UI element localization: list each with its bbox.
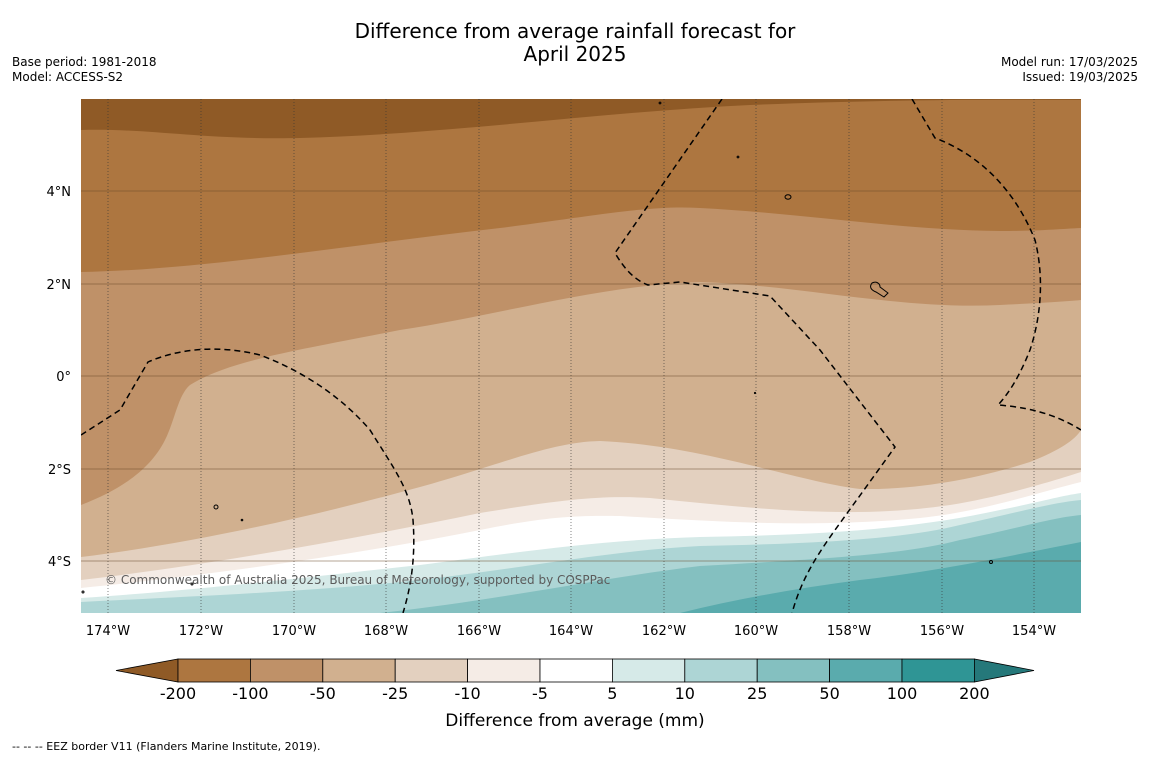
eez-borders <box>81 99 1081 613</box>
colorbar-segment <box>539 658 613 683</box>
title-line-2: April 2025 <box>523 42 627 66</box>
colorbar-high-arrow <box>974 658 1035 683</box>
colorbar-segment <box>467 658 541 683</box>
colorbar-label: 10 <box>675 684 695 703</box>
parallels <box>81 190 1081 562</box>
lon-tick-label: 172°W <box>179 624 223 639</box>
colorbar-label: 25 <box>747 684 767 703</box>
issued-date: Issued: 19/03/2025 <box>1022 70 1138 84</box>
copyright-text: © Commonwealth of Australia 2025, Bureau… <box>105 573 610 587</box>
map-title: Difference from average rainfall forecas… <box>0 20 1150 66</box>
model-name: Model: ACCESS-S2 <box>12 70 124 84</box>
colorbar-title: Difference from average (mm) <box>445 711 704 731</box>
colorbar-segment <box>756 658 831 683</box>
colorbar-label: 50 <box>819 684 839 703</box>
colorbar-label: 100 <box>887 684 918 703</box>
eez-legend-note: -- -- -- EEZ border V11 (Flanders Marine… <box>12 740 321 753</box>
colorbar-low-arrow <box>115 658 179 683</box>
lat-tick-label: 2°S <box>48 463 71 478</box>
colorbar-label: -25 <box>382 684 408 703</box>
lon-tick-label: 174°W <box>86 624 130 639</box>
colorbar-segment <box>322 658 396 683</box>
colorbar-label: -50 <box>310 684 336 703</box>
lat-tick-label: 4°S <box>48 555 71 570</box>
lat-tick-label: 2°N <box>47 278 72 293</box>
colorbar-label: -200 <box>160 684 196 703</box>
colorbar-segment <box>829 658 903 683</box>
meta-right: Model run: 17/03/2025 Issued: 19/03/2025 <box>1001 55 1138 85</box>
latitude-labels: 4°N 2°N 0° 2°S 4°S <box>47 185 72 570</box>
lon-tick-label: 168°W <box>364 624 408 639</box>
colorbar-label: -100 <box>232 684 268 703</box>
colorbar-label: -5 <box>532 684 548 703</box>
contour-fields <box>81 99 1081 613</box>
lon-tick-label: 162°W <box>642 624 686 639</box>
colorbar-segment <box>684 658 758 683</box>
lon-tick-label: 156°W <box>920 624 964 639</box>
lon-tick-label: 166°W <box>457 624 501 639</box>
colorbar-segment <box>177 658 251 683</box>
lon-tick-label: 170°W <box>272 624 316 639</box>
lat-tick-label: 4°N <box>47 185 72 200</box>
band-plus-50 <box>680 542 1081 613</box>
meta-left: Base period: 1981-2018 Model: ACCESS-S2 <box>12 55 157 85</box>
title-line-1: Difference from average rainfall forecas… <box>354 19 796 43</box>
colorbar: -200 -100 -50 -25 -10 -5 5 10 25 50 100 200 <box>115 658 1035 703</box>
colorbar-segment <box>612 658 686 683</box>
colorbar-label: 5 <box>607 684 617 703</box>
islands <box>81 101 993 594</box>
base-period: Base period: 1981-2018 <box>12 55 157 69</box>
colorbar-segment <box>394 658 469 683</box>
colorbar-segment <box>249 658 324 683</box>
colorbar-segment <box>901 658 975 683</box>
lon-tick-label: 158°W <box>827 624 871 639</box>
model-run: Model run: 17/03/2025 <box>1000 55 1138 69</box>
longitude-labels: 174°W 172°W 170°W 168°W 166°W 164°W 162°W 160°W… <box>86 624 1056 639</box>
lon-tick-label: 154°W <box>1012 624 1056 639</box>
colorbar-label: 200 <box>959 684 990 703</box>
lon-tick-label: 160°W <box>734 624 778 639</box>
colorbar-label: -10 <box>455 684 481 703</box>
lon-tick-label: 164°W <box>549 624 593 639</box>
lat-tick-label: 0° <box>56 370 71 385</box>
